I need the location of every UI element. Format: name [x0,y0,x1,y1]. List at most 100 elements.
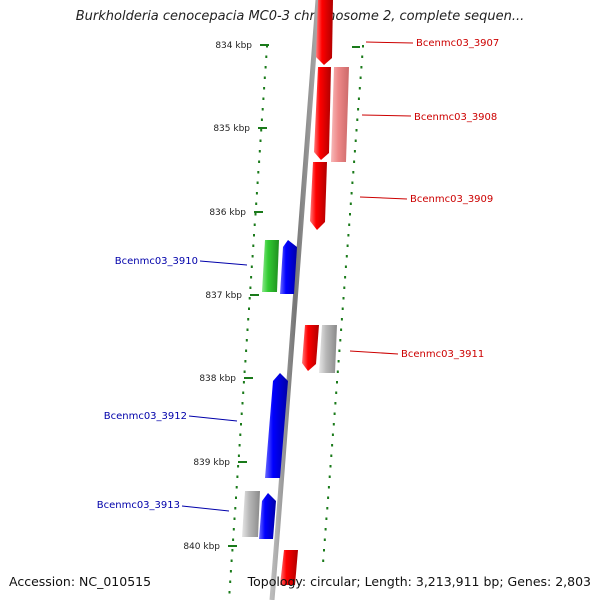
ruler-dot [346,244,349,247]
ruler-dot [242,381,245,384]
ruler-dot [247,318,250,321]
gene-label: Bcenmc03_3907 [416,38,499,49]
ruler-dot [229,570,232,573]
gene-arrow[interactable] [259,493,276,539]
gene-label: Bcenmc03_3911 [401,349,484,360]
gene-bcenmc03-3910[interactable]: Bcenmc03_3910 [115,240,297,294]
gene-bcenmc03-3911[interactable]: Bcenmc03_3911 [302,325,484,373]
ruler-dot [263,76,266,79]
gene-label-line [359,196,408,200]
tick-label: 835 kbp [213,124,250,134]
ruler-dot [331,433,334,436]
gene-arrow[interactable] [314,67,331,160]
ruler-dot [248,297,251,300]
tick-label: 834 kbp [215,41,252,51]
ruler-dot [261,108,264,111]
ruler-dot [340,328,343,331]
ruler-dot [333,412,336,415]
ruler-dot [245,339,248,342]
ruler-dot [337,360,340,363]
ruler-dot [250,276,253,279]
ruler-dot [353,150,356,153]
ruler-dot [353,160,356,163]
ruler-dot [248,307,250,310]
ruler-dot [257,171,260,174]
gene-bcenmc03-3909[interactable]: Bcenmc03_3909 [310,162,493,230]
ruler-dot [255,192,258,195]
ruler-dot [256,181,259,184]
gene-bcenmc03-3907[interactable]: Bcenmc03_3907 [316,0,499,65]
ruler-dot [332,423,335,426]
ruler-dot [255,202,258,205]
tick-834kbp: 834 kbp [215,41,269,51]
ruler-dot [352,171,355,174]
ruler-dot [240,423,242,426]
gene-arrow[interactable] [302,325,319,371]
ruler-dot [254,213,257,216]
tick-837kbp: 837 kbp [205,291,259,301]
ruler-dot [243,370,246,373]
ruler-dot [231,549,234,552]
ruler-dot [253,223,256,226]
ruler-dot [328,475,331,478]
ruler-dot [362,45,364,48]
ruler-dot [339,339,342,342]
gene-arrow-secondary[interactable] [319,325,337,373]
ruler-dot [347,234,350,237]
gene-bcenmc03-3913[interactable]: Bcenmc03_3913 [97,491,276,539]
ruler-dot [330,454,333,457]
ruler-dot [234,507,237,510]
ruler-dot [327,496,330,499]
ruler-dot [263,87,266,90]
gene-label: Bcenmc03_3910 [115,256,198,267]
gene-arrow[interactable] [280,550,298,585]
ruler-dot [349,202,352,205]
ruler-dot [237,454,240,457]
ruler-dot [229,580,232,583]
ruler-dot [235,486,238,489]
ruler-dot [341,307,344,310]
ruler-dot [260,129,263,132]
gene-label-line [188,415,238,422]
ruler-dot [325,517,328,520]
ruler-dot [348,223,351,226]
gene-arrow[interactable] [316,0,333,65]
chromosome-backbone [269,0,321,600]
ruler-dot [323,549,325,552]
ruler-dot [344,276,347,279]
ruler-dot [340,318,343,321]
ruler-dot [259,139,262,142]
gene-arrow[interactable] [265,373,288,478]
ruler-dot [260,118,263,121]
ruler-dot [237,465,240,468]
ruler-dot [235,496,237,499]
ruler-dot [359,76,362,79]
ruler-dot [228,591,231,594]
gene-label: Bcenmc03_3909 [410,194,493,205]
gene-arrow-secondary[interactable] [242,491,260,537]
ruler-dot [323,538,326,541]
ruler-dot [358,87,361,90]
gene-partial-bottom[interactable] [280,550,298,585]
ruler-dot [334,402,337,405]
gene-arrow-secondary[interactable] [331,67,349,162]
gene-label-line [365,41,414,44]
gene-arrow[interactable] [280,240,297,294]
gene-bcenmc03-3912[interactable]: Bcenmc03_3912 [104,373,288,478]
gene-bcenmc03-3908[interactable]: Bcenmc03_3908 [314,67,497,162]
gene-arrow-secondary[interactable] [262,240,279,292]
tick-label: 837 kbp [205,291,242,301]
ruler-dot [232,538,235,541]
gene-arrow[interactable] [310,162,327,230]
ruler-dot [245,349,248,352]
ruler-dot [240,412,243,415]
ruler-dot [251,255,254,258]
ruler-dot [355,129,358,132]
ruler-dot [241,402,244,405]
tick-label: 839 kbp [193,458,230,468]
tick-label: 838 kbp [199,374,236,384]
right-ruler-dots [322,45,364,562]
tick-label: 840 kbp [183,542,220,552]
ruler-dot [258,150,261,153]
